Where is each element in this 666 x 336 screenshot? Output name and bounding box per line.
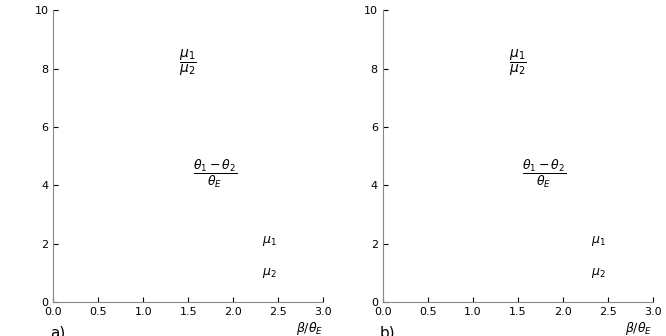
- Text: $\dfrac{\theta_1-\theta_2}{\theta_E}$: $\dfrac{\theta_1-\theta_2}{\theta_E}$: [522, 158, 567, 190]
- Text: a): a): [51, 326, 66, 336]
- Text: $\dfrac{\mu_1}{\mu_2}$: $\dfrac{\mu_1}{\mu_2}$: [179, 47, 197, 78]
- Text: $\mu_2$: $\mu_2$: [591, 266, 606, 280]
- Text: $\beta/\theta_E$: $\beta/\theta_E$: [625, 320, 653, 336]
- Text: $\beta/\theta_E$: $\beta/\theta_E$: [296, 320, 323, 336]
- Text: $\mu_1$: $\mu_1$: [262, 234, 276, 248]
- Text: $\mu_1$: $\mu_1$: [591, 234, 606, 248]
- Text: b): b): [380, 326, 396, 336]
- Text: $\dfrac{\mu_1}{\mu_2}$: $\dfrac{\mu_1}{\mu_2}$: [509, 47, 527, 78]
- Text: $\mu_2$: $\mu_2$: [262, 266, 276, 280]
- Text: $\dfrac{\theta_1-\theta_2}{\theta_E}$: $\dfrac{\theta_1-\theta_2}{\theta_E}$: [193, 158, 238, 190]
